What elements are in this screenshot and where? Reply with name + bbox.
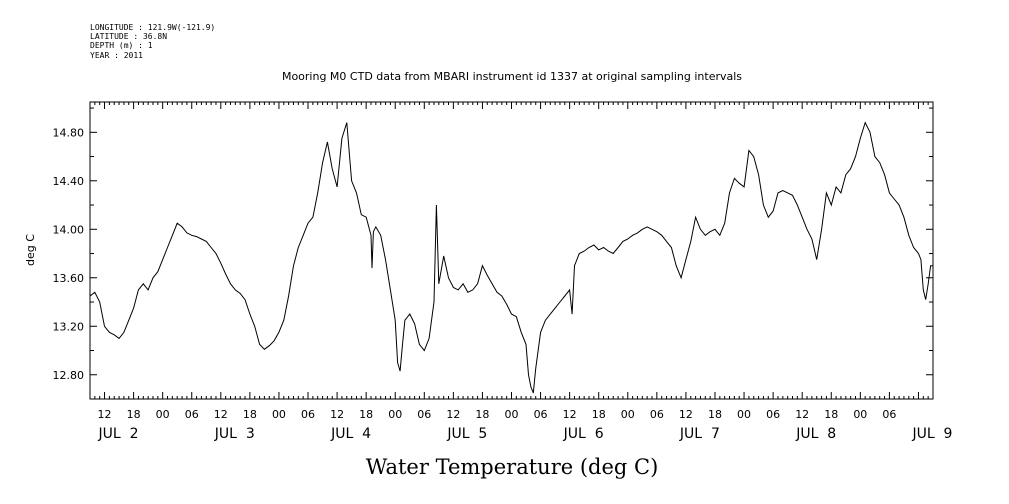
series-line: [89, 121, 933, 394]
x-hour-label: 00: [621, 408, 635, 421]
x-hour-label: 12: [563, 408, 577, 421]
x-hour-label: 18: [359, 408, 373, 421]
x-day-label: JUL 6: [563, 426, 604, 442]
plot-frame: [89, 101, 934, 400]
x-hour-label: 12: [214, 408, 228, 421]
y-tick-label: 14.00: [53, 223, 85, 236]
meta-depth: DEPTH (m) : 1: [90, 41, 153, 50]
x-hour-label: 18: [127, 408, 141, 421]
x-hour-label: 18: [243, 408, 257, 421]
x-hour-label: 00: [156, 408, 170, 421]
x-day-label: JUL 3: [214, 426, 255, 442]
x-hour-label: 12: [330, 408, 344, 421]
x-hour-label: 12: [795, 408, 809, 421]
x-axis-label: Water Temperature (deg C): [366, 455, 659, 479]
x-hour-label: 06: [534, 408, 548, 421]
x-hour-label: 06: [882, 408, 896, 421]
x-day-label: JUL 5: [446, 426, 487, 442]
x-hour-label: 06: [766, 408, 780, 421]
x-hour-label: 06: [185, 408, 199, 421]
x-day-label: JUL 8: [795, 426, 836, 442]
y-tick-label: 12.80: [53, 369, 85, 382]
y-tick-label: 13.60: [53, 272, 85, 285]
meta-latitude: LATITUDE : 36.8N: [90, 32, 167, 41]
x-day-label: JUL 2: [98, 426, 139, 442]
meta-longitude: LONGITUDE : 121.9W(-121.9): [90, 23, 215, 32]
y-tick-label: 13.20: [53, 320, 85, 333]
y-axis-label: deg C: [24, 234, 37, 266]
x-hour-label: 06: [650, 408, 664, 421]
x-hour-label: 12: [446, 408, 460, 421]
x-hour-label: 00: [737, 408, 751, 421]
meta-year: YEAR : 2011: [90, 51, 143, 60]
x-hour-label: 12: [98, 408, 112, 421]
x-hour-label: 06: [417, 408, 431, 421]
x-hour-label: 18: [475, 408, 489, 421]
x-hour-label: 00: [853, 408, 867, 421]
y-tick-label: 14.80: [53, 126, 85, 139]
x-hour-label: 00: [505, 408, 519, 421]
x-day-label: JUL 7: [679, 426, 720, 442]
chart-title: Mooring M0 CTD data from MBARI instrumen…: [282, 70, 742, 83]
x-hour-label: 06: [301, 408, 315, 421]
y-tick-label: 14.40: [53, 175, 85, 188]
x-hour-label: 18: [708, 408, 722, 421]
x-hour-label: 00: [388, 408, 402, 421]
x-hour-label: 12: [679, 408, 693, 421]
x-day-label: JUL 9: [911, 426, 952, 442]
x-hour-label: 00: [272, 408, 286, 421]
x-day-label: JUL 4: [330, 426, 371, 442]
x-hour-label: 18: [592, 408, 606, 421]
x-hour-label: 18: [824, 408, 838, 421]
